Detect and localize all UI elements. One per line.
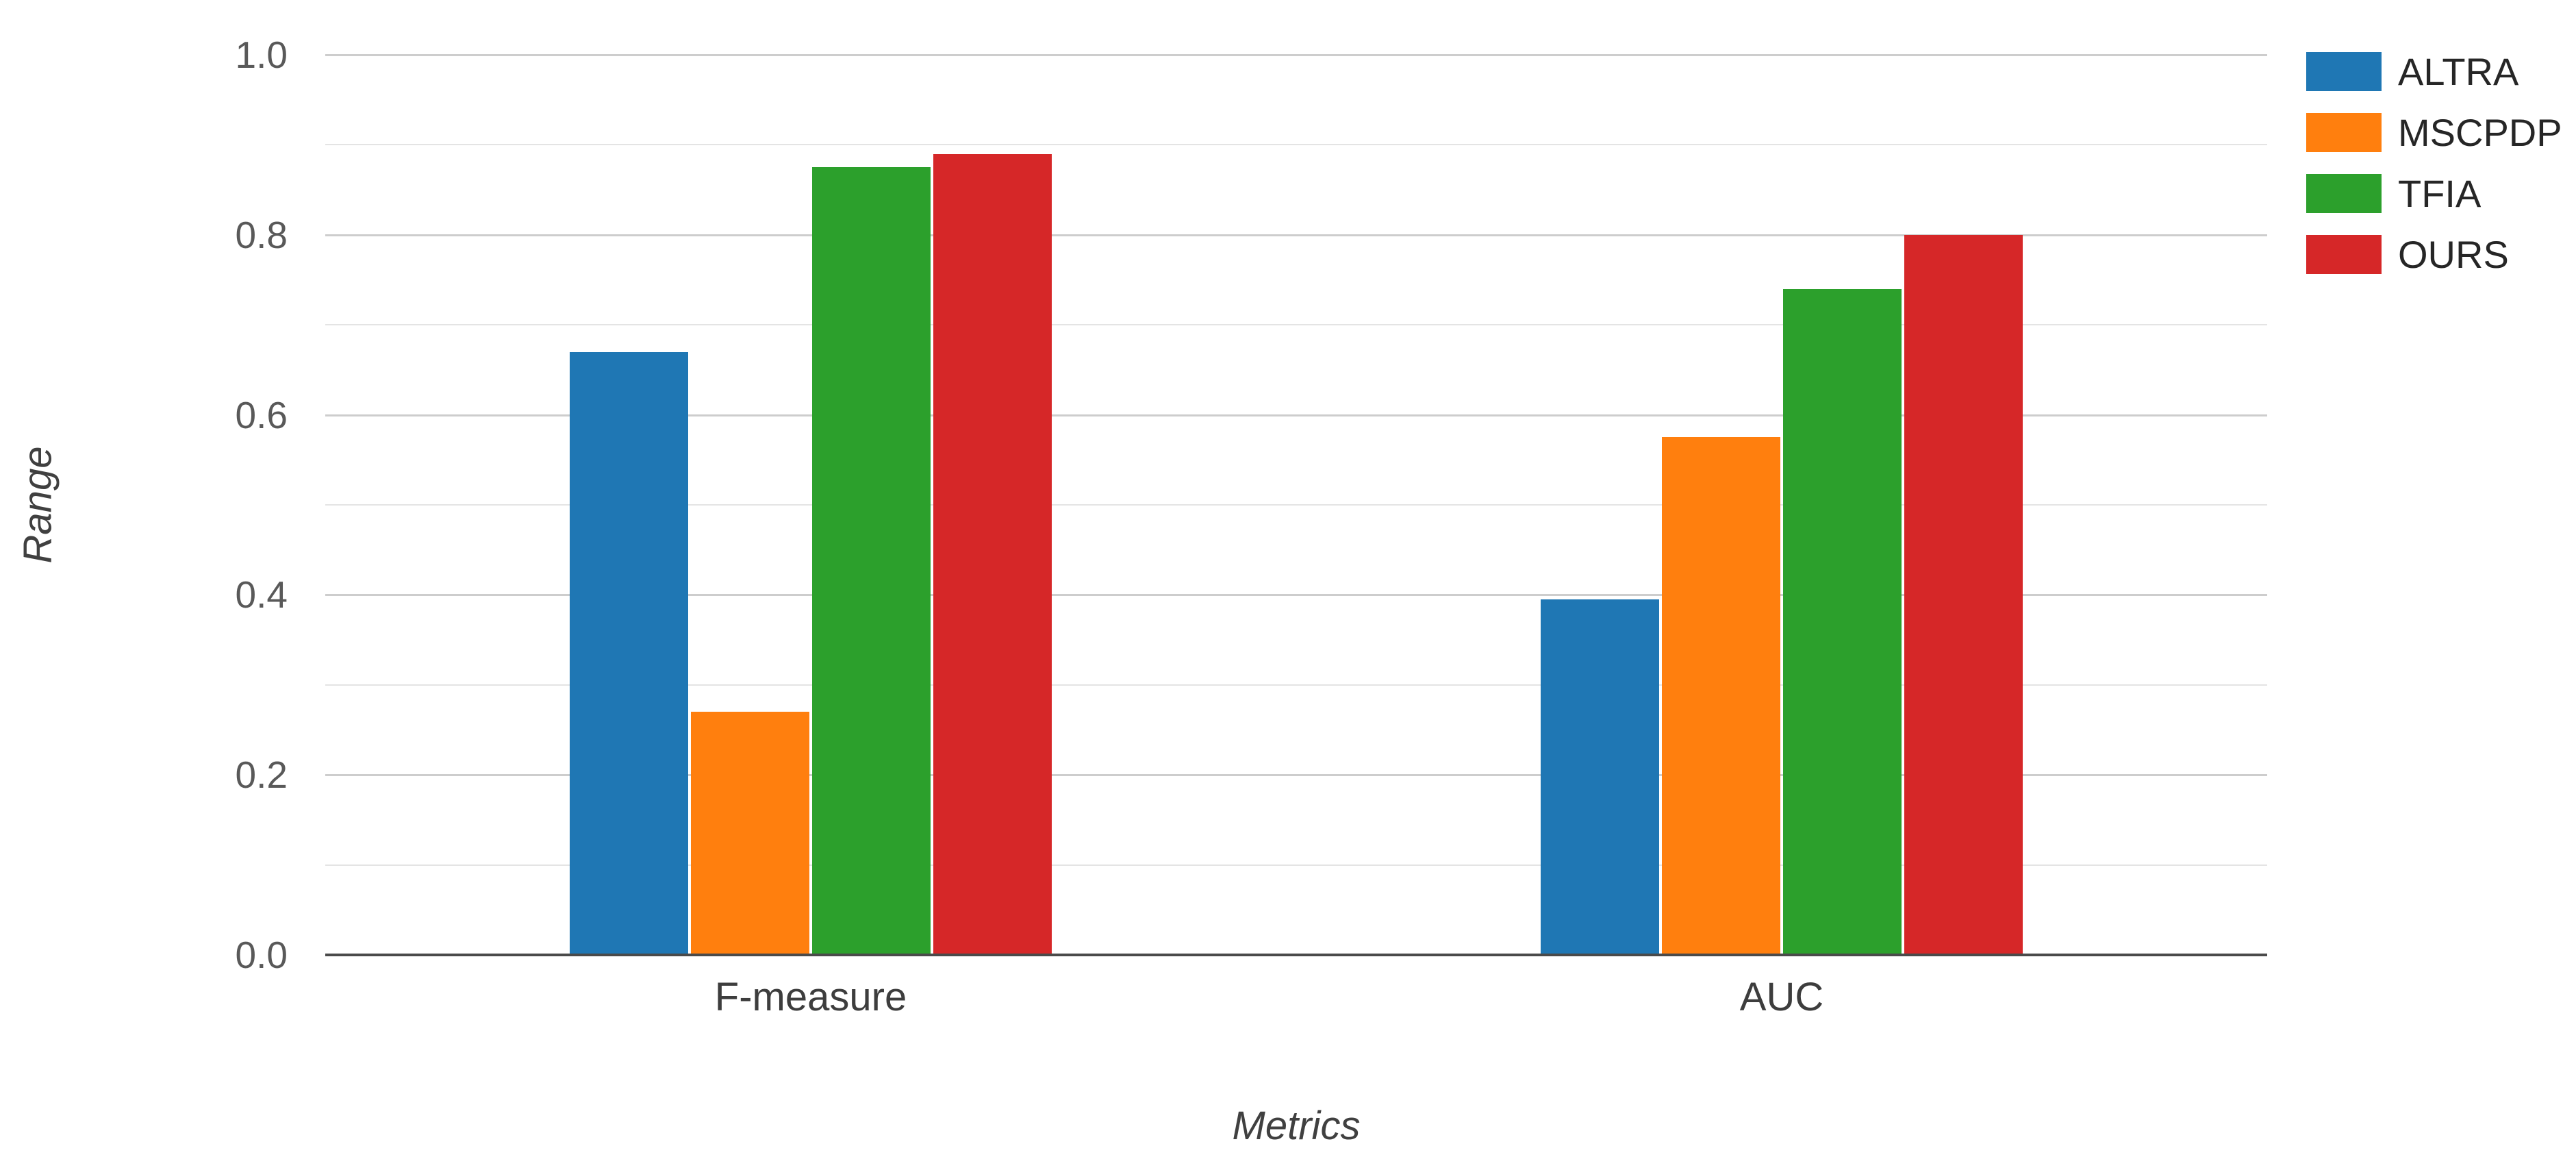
bar-tfia-f-measure xyxy=(812,167,931,955)
bar-altra-f-measure xyxy=(570,351,688,955)
minor-gridline-0.5 xyxy=(325,504,2267,506)
legend-swatch-ours xyxy=(2306,235,2382,274)
legend-label: ALTRA xyxy=(2398,50,2519,93)
y-tick-label-0.0: 0.0 xyxy=(235,934,288,976)
minor-gridline-0.3 xyxy=(325,684,2267,686)
minor-gridline-0.7 xyxy=(325,324,2267,326)
major-gridline-0.4 xyxy=(325,594,2267,597)
legend-swatch-tfia xyxy=(2306,174,2382,213)
major-gridline-0.8 xyxy=(325,234,2267,236)
major-gridline-0.2 xyxy=(325,774,2267,777)
legend-label: MSCPDP xyxy=(2398,111,2562,154)
x-tick-label-f-measure: F-measure xyxy=(714,975,907,1019)
y-tick-label-0.6: 0.6 xyxy=(235,393,288,436)
legend-item-mscpdp: MSCPDP xyxy=(2306,113,2562,152)
x-tick-label-auc: AUC xyxy=(1739,975,1824,1019)
bar-tfia-auc xyxy=(1783,288,1902,955)
major-gridline-0.6 xyxy=(325,414,2267,416)
legend-item-altra: ALTRA xyxy=(2306,52,2562,91)
x-axis-line xyxy=(325,954,2267,956)
legend-label: TFIA xyxy=(2398,172,2482,215)
legend-item-ours: OURS xyxy=(2306,235,2562,274)
y-tick-label-1.0: 1.0 xyxy=(235,34,288,76)
legend-label: OURS xyxy=(2398,233,2509,276)
y-tick-label-0.8: 0.8 xyxy=(235,213,288,256)
bar-altra-auc xyxy=(1541,599,1659,955)
y-tick-label-0.2: 0.2 xyxy=(235,754,288,797)
y-axis-title: Range xyxy=(15,446,60,564)
bar-mscpdp-f-measure xyxy=(691,712,809,955)
bar-ours-f-measure xyxy=(933,153,1052,955)
x-axis-title: Metrics xyxy=(1232,1104,1361,1148)
minor-gridline-0.9 xyxy=(325,144,2267,146)
legend-swatch-altra xyxy=(2306,52,2382,91)
bar-mscpdp-auc xyxy=(1662,437,1780,955)
bar-ours-auc xyxy=(1904,234,2023,955)
minor-gridline-0.1 xyxy=(325,864,2267,866)
legend: ALTRA MSCPDP TFIA OURS xyxy=(2306,52,2562,296)
y-tick-label-0.4: 0.4 xyxy=(235,573,288,617)
plot-area xyxy=(325,54,2267,955)
major-gridline-1.0 xyxy=(325,54,2267,56)
legend-item-tfia: TFIA xyxy=(2306,174,2562,213)
legend-swatch-mscpdp xyxy=(2306,113,2382,152)
